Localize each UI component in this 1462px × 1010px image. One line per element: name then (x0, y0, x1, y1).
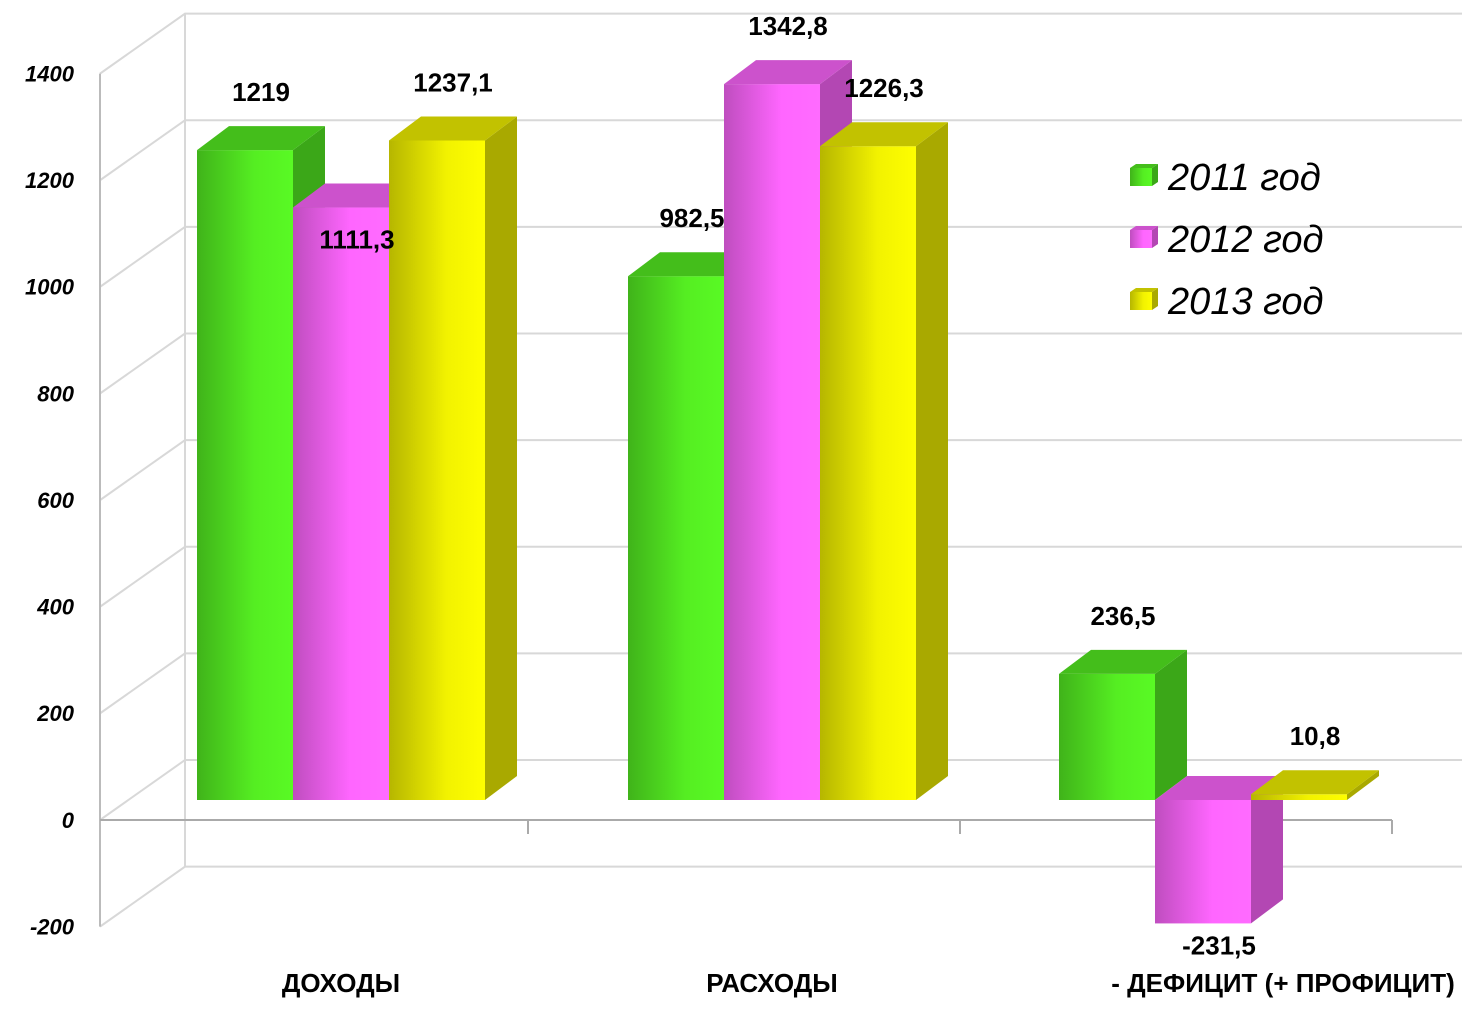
bar-top (1059, 649, 1187, 674)
legend-swatch-top (1130, 164, 1158, 168)
legend-swatch-side (1152, 226, 1158, 248)
bar-side (1347, 770, 1379, 800)
legend-label: 2013 год (1167, 281, 1324, 323)
bar-side (1155, 649, 1187, 800)
legend-swatch (1130, 230, 1152, 248)
bar-side (485, 116, 517, 800)
legend-swatch (1130, 168, 1152, 186)
legend-label: 2011 год (1167, 157, 1321, 199)
y-tick-label: -200 (30, 914, 75, 939)
bar (1155, 800, 1251, 924)
bar (197, 150, 293, 801)
y-tick-label: 600 (37, 488, 74, 513)
legend-swatch (1130, 292, 1152, 310)
y-tick-label: 1000 (25, 275, 75, 300)
y-tick-label: 400 (36, 595, 74, 620)
value-label: 1111,3 (319, 224, 394, 254)
y-tick-label: 0 (62, 808, 75, 833)
bar (820, 146, 916, 800)
bar-top (820, 122, 948, 147)
y-tick-label: 1400 (25, 61, 75, 86)
value-label: 1219 (232, 77, 290, 107)
value-label: 236,5 (1090, 601, 1155, 631)
x-tick-label: - ДЕФИЦИТ (+ ПРОФИЦИТ) (1111, 968, 1454, 998)
bar (724, 84, 820, 800)
x-tick-label: РАСХОДЫ (706, 968, 838, 998)
y-tick-label: 200 (36, 701, 74, 726)
legend-swatch-side (1152, 164, 1158, 186)
bar-top (389, 116, 517, 141)
bar-top (724, 60, 852, 85)
legend-label: 2012 год (1167, 219, 1324, 261)
bar (628, 276, 724, 800)
bar-top (1155, 776, 1283, 800)
bar-side (916, 122, 948, 800)
bar-side (1251, 776, 1283, 924)
legend-swatch-top (1130, 226, 1158, 230)
value-label: 1237,1 (413, 67, 493, 97)
bar-top (1251, 770, 1379, 795)
bar-top (197, 126, 325, 151)
value-label: -231,5 (1182, 930, 1256, 960)
value-label: 1342,8 (748, 11, 828, 41)
bar (293, 207, 389, 800)
x-tick-label: ДОХОДЫ (282, 968, 400, 998)
legend-swatch-side (1152, 288, 1158, 310)
bar (389, 140, 485, 800)
y-tick-label: 1200 (25, 168, 75, 193)
value-label: 1226,3 (844, 73, 924, 103)
bar (1059, 673, 1155, 800)
value-label: 982,5 (659, 203, 724, 233)
value-label: 10,8 (1290, 721, 1341, 751)
y-tick-label: 800 (37, 381, 74, 406)
bar (1251, 794, 1347, 800)
legend-swatch-top (1130, 288, 1158, 292)
